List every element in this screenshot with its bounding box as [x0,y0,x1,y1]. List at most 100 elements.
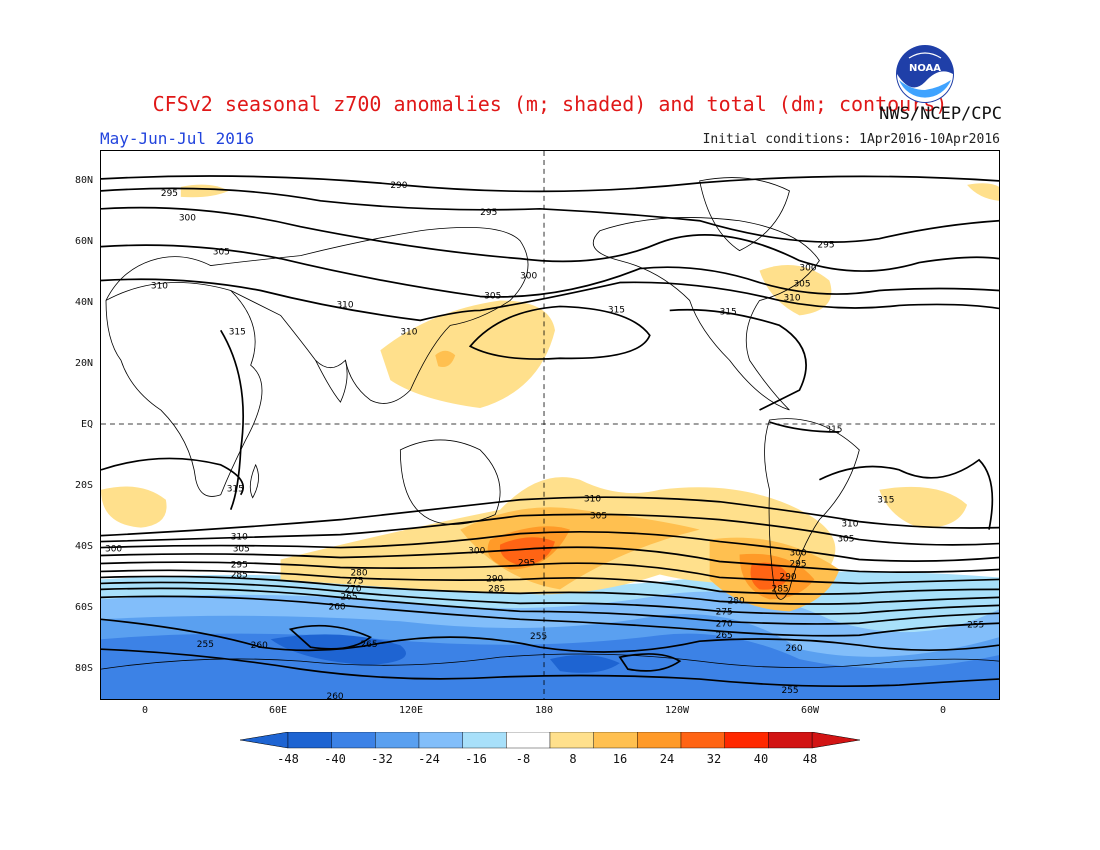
colorbar [240,732,860,749]
colorbar-tick: 40 [753,752,769,766]
contour-label: 260 [328,602,345,612]
lat-label-eq: EQ [80,419,93,430]
colorbar-swatch [680,732,725,749]
colorbar-swatch [287,732,332,749]
contour-label: 300 [468,547,485,557]
contour-315-s [101,457,245,496]
anomaly-pos-8-s-atlantic [879,486,968,528]
contour-260-loop [288,624,373,650]
contour-label: 295 [518,558,535,568]
coastline-north-america [592,217,820,411]
lon-label-120e: 120E [398,705,424,716]
anomaly-neg-40-patch-2 [550,654,620,673]
contour-label: 295 [789,559,806,569]
colorbar-tick: 8 [569,752,577,766]
colorbar-left-arrow [240,732,289,749]
contour-label: 285 [231,570,248,580]
contour-310-n [101,278,999,322]
contour-label: 305 [484,291,501,301]
colorbar-tick: 48 [802,752,818,766]
contour-label: 280 [350,568,367,578]
contour-label: 315 [229,327,246,337]
contour-label: 285 [772,584,789,594]
lon-label-0: 0 [141,705,149,716]
contour-label: 310 [231,533,248,543]
noaa-logo-icon: NOAA [896,45,954,103]
contour-305-s [101,513,999,546]
contour-label: 290 [390,181,407,191]
contour-290-n [101,175,999,193]
colorbar-swatch [506,732,551,749]
contour-315-s-atlantic [819,458,994,530]
contour-label: 310 [400,327,417,337]
contour-label: 275 [346,576,363,586]
contour-label: 295 [231,560,248,570]
colorbar-swatch [462,732,507,749]
colorbar-tick: -40 [324,752,346,766]
contour-label: 310 [841,520,858,530]
contour-label: 310 [151,282,168,292]
contour-label: 280 [728,596,745,606]
lon-label-60w: 60W [800,705,820,716]
contour-label: 295 [161,189,178,199]
colorbar-tick: 32 [706,752,722,766]
season-label: May-Jun-Jul 2016 [100,129,255,148]
contour-315-sa [769,421,840,433]
colorbar-tick: -24 [418,752,440,766]
contour-label: 310 [336,300,353,310]
lat-label-60n: 60N [74,236,93,247]
contour-label: 285 [488,584,505,594]
contour-label: 315 [227,485,244,495]
lat-label-40s: 40S [74,541,93,552]
colorbar-swatches [287,732,813,749]
coastline-antarctica [101,653,999,670]
colorbar-swatch [593,732,638,749]
contour-300-n [101,206,999,272]
contour-label: 300 [520,272,537,282]
lat-label-20s: 20S [74,480,93,491]
contour-label: 305 [837,535,854,545]
contour-label: 295 [480,208,497,218]
contour-label: 260 [785,644,802,654]
contour-label: 265 [340,592,357,602]
coastline-south-america [764,418,860,600]
colorbar-tick: 16 [612,752,628,766]
colorbar-swatch [637,732,682,749]
contour-label: 300 [179,214,196,224]
contour-265-s [101,595,999,637]
anomaly-pos-8-s-africa [101,486,167,528]
lon-label-0-east: 0 [939,705,947,716]
contour-label: 265 [360,640,377,650]
contour-label: 255 [967,620,984,630]
coastline-india [315,360,348,403]
contour-label: 260 [326,692,343,700]
colorbar-swatch [768,732,813,749]
colorbar-tick: 24 [659,752,675,766]
map-panel: 290 295 295 295 300 300 300 305 305 305 … [100,150,1000,700]
contour-285-s [101,569,999,595]
contour-label: 305 [233,545,250,555]
contour-255-s [101,648,999,688]
lon-label-60e: 60E [268,705,288,716]
contour-270-s [101,587,999,625]
chart-title: CFSv2 seasonal z700 anomalies (m; shaded… [152,92,948,116]
colorbar-swatch [331,732,376,749]
lat-label-20n: 20N [74,358,93,369]
lat-label-80n: 80N [74,175,93,186]
colorbar-swatch [418,732,463,749]
contour-310-s [101,496,999,537]
contour-label: 270 [716,619,733,629]
coastline-greenland [699,177,790,252]
contour-label: 315 [608,305,625,315]
coastline-africa [105,282,263,497]
contour-label: 305 [213,248,230,258]
colorbar-tick: -32 [371,752,393,766]
colorbar-right-arrow [811,732,860,749]
anomaly-pos-16-nw-pacific [435,350,456,368]
coastline-madagascar [249,463,259,499]
anomaly-pos-32-s-america [750,562,790,590]
contour-label: 270 [344,584,361,594]
coastline-australia [399,439,501,525]
colorbar-swatch [724,732,769,749]
lat-label-60s: 60S [74,602,93,613]
